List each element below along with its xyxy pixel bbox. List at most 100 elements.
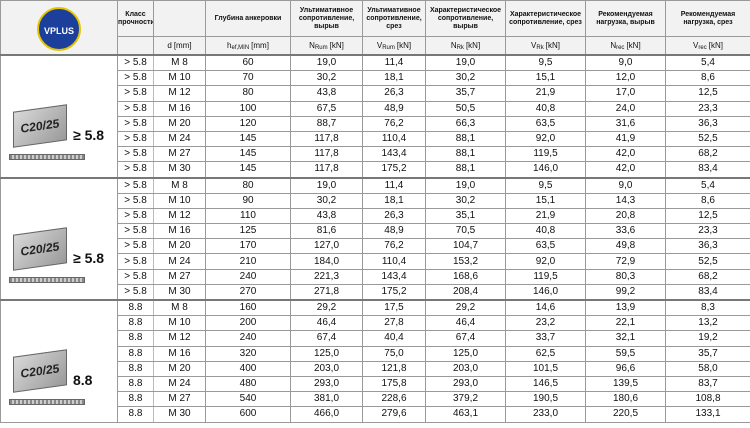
cell: 35,7 <box>425 85 506 102</box>
cell: 8.8 <box>117 345 154 362</box>
cell: 180,6 <box>585 391 666 408</box>
data-row: 8.8 M 30 600 466,0 279,6 463,1 233,0 220,5 133,1 <box>1 406 750 423</box>
cell: 381,0 <box>290 391 363 408</box>
cell: 72,9 <box>585 253 666 270</box>
cell: 67,5 <box>290 100 363 117</box>
grade: 8.8 <box>73 372 93 389</box>
cell: 104,7 <box>425 238 506 255</box>
data-row: 8.8 M 16 320 125,0 75,0 125,0 62,5 59,5 35,7 <box>1 345 750 362</box>
cell: M 24 <box>153 375 206 393</box>
cell: 8,6 <box>665 192 750 209</box>
data-row: > 5.8 M 27 145 117,8 143,4 88,1 119,5 42,0 68,2 <box>1 146 750 163</box>
subscript: rec <box>616 45 625 51</box>
cell: 480 <box>205 375 291 393</box>
cell: M 24 <box>153 130 206 148</box>
cell: 29,2 <box>425 299 506 317</box>
cell: 22,1 <box>585 315 666 332</box>
cell: 17,0 <box>585 85 666 102</box>
cell: 146,0 <box>505 283 586 301</box>
anchor-image: C20/25 ≥ 5.8 <box>2 179 117 298</box>
cell: 90 <box>205 192 291 209</box>
cell: 33,7 <box>505 330 586 347</box>
cell: 320 <box>205 345 291 362</box>
cell: 21,9 <box>505 207 586 225</box>
cell: 30,2 <box>425 192 506 209</box>
cell: 23,3 <box>665 100 750 117</box>
cell: 68,2 <box>665 268 750 285</box>
cell: 125,0 <box>290 345 363 362</box>
cell: 76,2 <box>362 115 426 132</box>
symbol: V <box>693 41 699 50</box>
symbol: h <box>227 41 232 50</box>
cell: > 5.8 <box>117 253 154 270</box>
cell: 540 <box>205 391 291 408</box>
cell: > 5.8 <box>117 70 154 87</box>
grade: ≥ 5.8 <box>73 249 105 266</box>
column-unit <box>117 36 154 56</box>
anchor-image: C20/25 ≥ 5.8 <box>2 57 117 176</box>
cell: 293,0 <box>290 375 363 393</box>
cell: M 8 <box>153 54 206 72</box>
cell: 29,2 <box>290 299 363 317</box>
cell: 43,8 <box>290 85 363 102</box>
subscript: rec <box>698 45 707 51</box>
unit: [kN] <box>396 41 412 50</box>
unit: [kN] <box>465 41 481 50</box>
cell: > 5.8 <box>117 130 154 148</box>
cell: M 30 <box>153 406 206 423</box>
cell: > 5.8 <box>117 268 154 285</box>
cell: 88,1 <box>425 146 506 163</box>
title: Класс прочности <box>118 10 154 26</box>
image-cell: C20/25 ≥ 5.8 <box>0 176 118 301</box>
cell: 210 <box>205 253 291 270</box>
cell: > 5.8 <box>117 85 154 102</box>
data-row: C20/25 ≥ 5.8 > 5.8 M 8 80 19,0 11,4 19,0 9,5 9,0 5… <box>0 176 750 301</box>
cell: 119,5 <box>505 268 586 285</box>
data-row: 8.8 M 12 240 67,4 40,4 67,4 33,7 32,1 19,2 <box>1 330 750 347</box>
column-title: Рекомендуемая нагрузка, срез <box>665 0 750 37</box>
unit: [kN] <box>708 41 723 50</box>
cell: 36,3 <box>665 238 750 255</box>
title: Характеристическое сопротивление, срез <box>509 10 582 26</box>
cell: 117,8 <box>290 146 363 163</box>
cell: 52,5 <box>665 130 750 148</box>
cell: M 8 <box>153 299 206 317</box>
column-title: Рекомендуемая нагрузка, вырыв <box>585 0 666 37</box>
cell: 8.8 <box>117 391 154 408</box>
symbol: N <box>610 41 617 50</box>
cell: 127,0 <box>290 238 363 255</box>
cell: 88,7 <box>290 115 363 132</box>
cell: 11,4 <box>362 176 426 194</box>
title: Ультимативное сопротивление, вырыв <box>298 6 355 30</box>
concrete-block: C20/25 <box>13 226 67 271</box>
cell: 279,6 <box>362 406 426 423</box>
cell: 270 <box>205 283 291 301</box>
title: Рекомендуемая нагрузка, вырыв <box>596 10 655 26</box>
column-unit: Nrec [kN] <box>585 36 666 56</box>
cell: 228,6 <box>362 391 426 408</box>
cell: M 16 <box>153 100 206 117</box>
cell: 76,2 <box>362 238 426 255</box>
cell: 240 <box>205 330 291 347</box>
cell: 35,1 <box>425 207 506 225</box>
cell: 190,5 <box>505 391 586 408</box>
cell: > 5.8 <box>117 161 154 178</box>
cell: 35,7 <box>665 345 750 362</box>
cell: 42,0 <box>585 161 666 178</box>
cell: 75,0 <box>362 345 426 362</box>
cell: 463,1 <box>425 406 506 423</box>
data-row: > 5.8 M 20 120 88,7 76,2 66,3 63,5 31,6 36,3 <box>1 115 750 132</box>
cell: M 20 <box>153 360 206 377</box>
column-unit: VRum [kN] <box>362 36 426 56</box>
cell: 23,3 <box>665 223 750 240</box>
cell: 221,3 <box>290 268 363 285</box>
cell: 108,8 <box>665 391 750 408</box>
unit: [kN] <box>545 41 560 50</box>
title: Ультимативное сопротивление, срез <box>366 6 422 30</box>
symbol: V <box>531 41 537 50</box>
cell: 133,1 <box>665 406 750 423</box>
cell: M 10 <box>153 70 206 87</box>
cell: 52,5 <box>665 253 750 270</box>
anchor-rod <box>9 154 85 161</box>
cell: 220,5 <box>585 406 666 423</box>
